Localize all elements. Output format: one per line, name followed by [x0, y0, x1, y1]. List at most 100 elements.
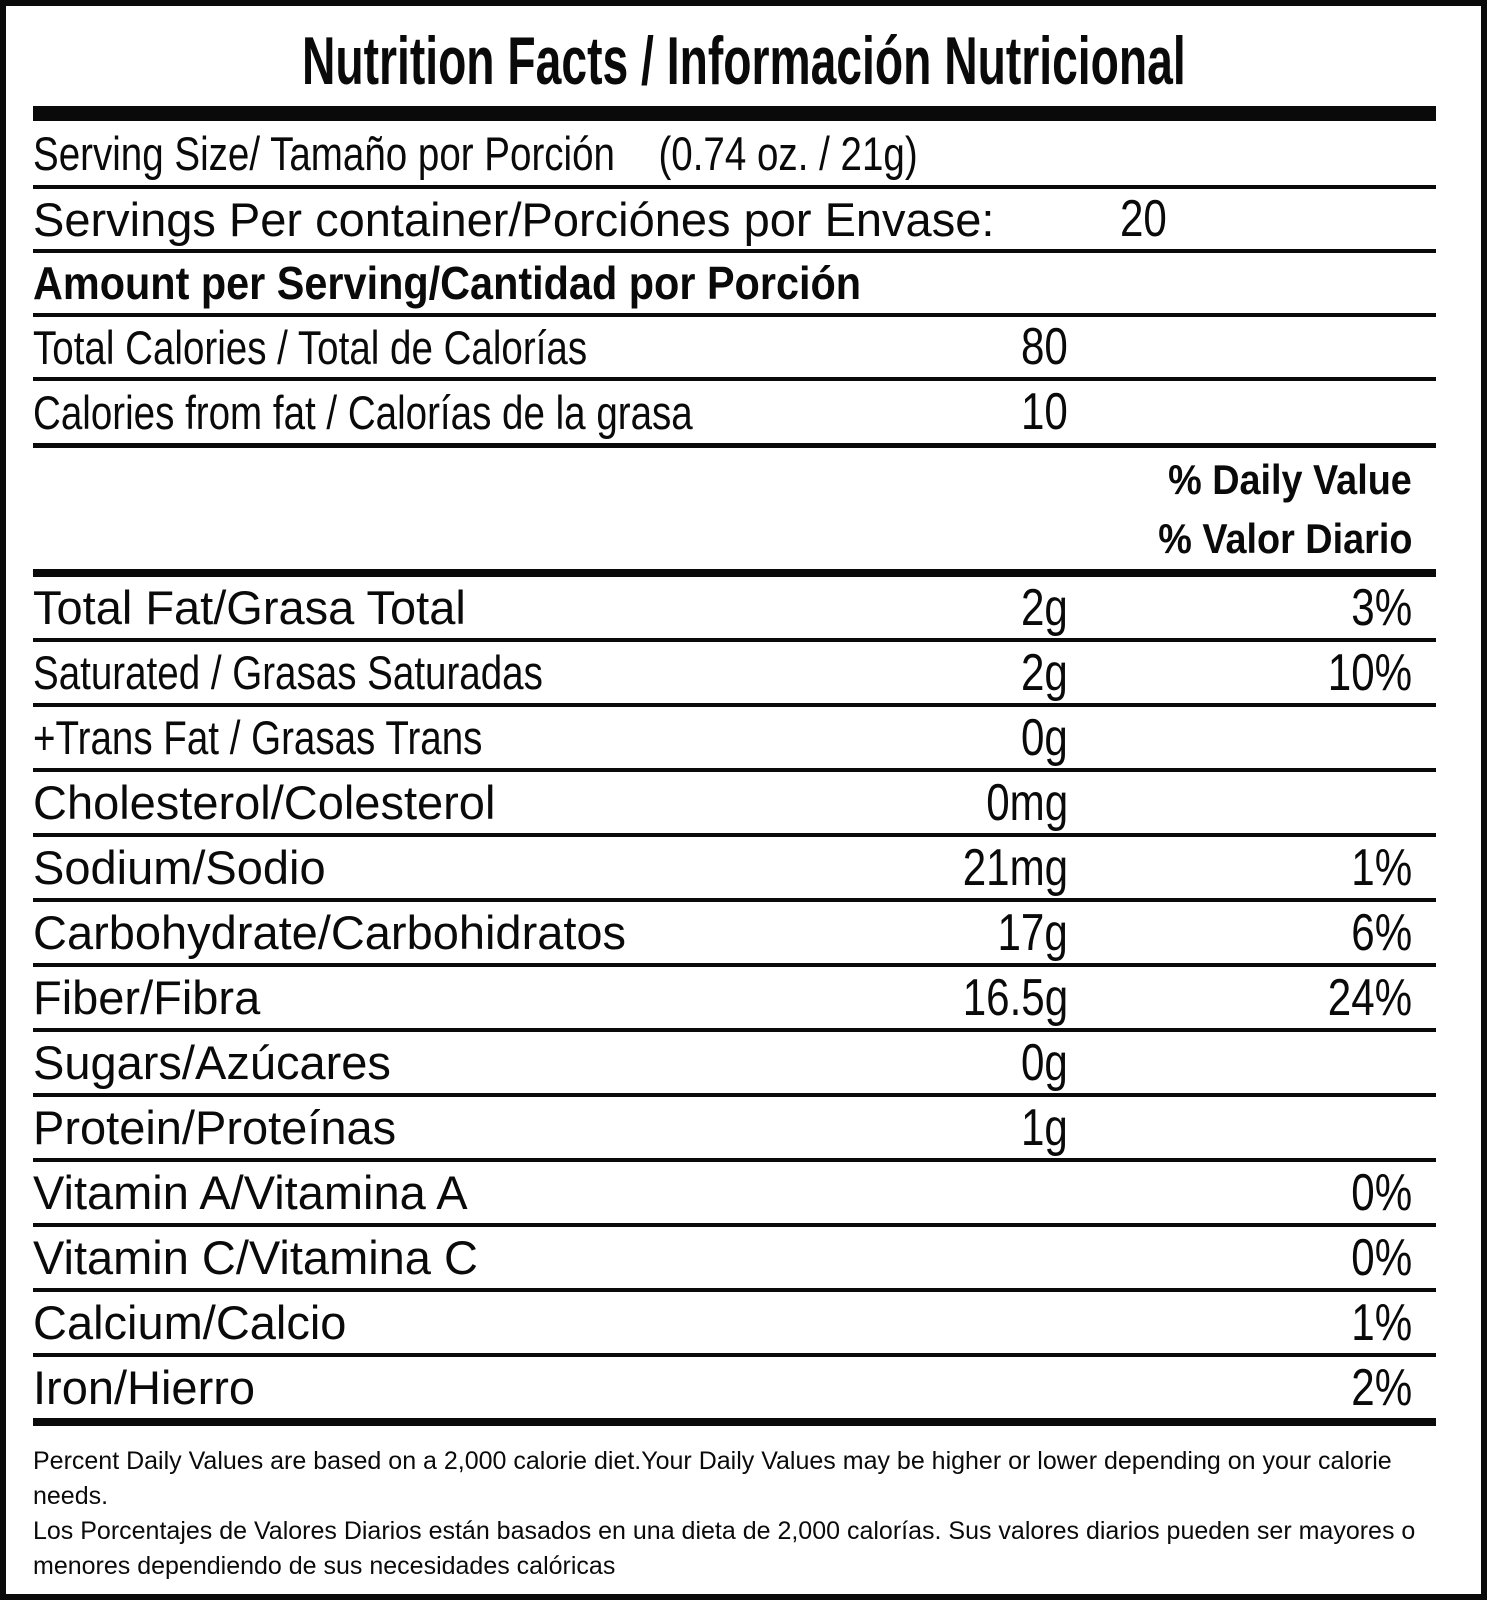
nutrient-label: Saturated / Grasas Saturadas	[33, 646, 543, 699]
divider	[33, 1158, 1436, 1162]
divider	[33, 1353, 1436, 1357]
nutrient-label: Fiber/Fibra	[33, 971, 261, 1024]
calories-row: Calories from fat / Calorías de la grasa…	[33, 381, 1436, 443]
divider-heavy	[33, 569, 1436, 577]
calories-row: Total Calories / Total de Calorías 80	[33, 317, 1436, 377]
nutrient-row: Total Fat/Grasa Total 2g 3%	[33, 577, 1436, 638]
nutrient-label: Sodium/Sodio	[33, 841, 326, 894]
servings-per-container-row: Servings Per container/Porciónes por Env…	[33, 189, 1436, 249]
nutrient-row: Fiber/Fibra 16.5g 24%	[33, 967, 1436, 1028]
servings-per-container-label: Servings Per container/Porciónes por Env…	[33, 192, 995, 246]
nutrient-daily-value: 0%	[1351, 1163, 1412, 1222]
daily-value-header: % Daily Value % Valor Diario	[33, 448, 1436, 569]
nutrient-daily-value	[1186, 317, 1436, 377]
divider	[33, 377, 1436, 381]
divider	[33, 638, 1436, 642]
divider-heavy	[33, 443, 1436, 448]
nutrient-label: Vitamin C/Vitamina C	[33, 1231, 478, 1284]
nutrient-amount: 0mg	[986, 773, 1068, 832]
amount-per-serving-header: Amount per Serving/Cantidad por Porción	[33, 257, 862, 309]
nutrient-daily-value: 10%	[1327, 643, 1412, 702]
nutrient-amount: 21mg	[962, 838, 1068, 897]
divider	[33, 768, 1436, 772]
nutrient-daily-value	[1186, 1033, 1436, 1093]
divider	[33, 313, 1436, 317]
title-divider-bar	[33, 106, 1436, 121]
serving-size-value: (0.74 oz. / 21g)	[658, 126, 918, 180]
nutrient-row: Vitamin A/Vitamina A 0%	[33, 1162, 1436, 1223]
divider	[33, 898, 1436, 902]
divider	[33, 185, 1436, 189]
nutrient-amount: 10	[1021, 383, 1068, 441]
nutrient-daily-value: 1%	[1351, 1293, 1412, 1352]
nutrient-amount: 0g	[1021, 708, 1068, 767]
nutrient-label: Calories from fat / Calorías de la grasa	[33, 385, 693, 439]
nutrient-daily-value	[1186, 1098, 1436, 1158]
nutrient-amount	[896, 1293, 1186, 1353]
nutrient-label: Vitamin A/Vitamina A	[33, 1166, 468, 1219]
nutrient-daily-value: 2%	[1351, 1358, 1412, 1417]
nutrient-row: +Trans Fat / Grasas Trans 0g	[33, 707, 1436, 768]
divider	[33, 963, 1436, 967]
nutrient-amount: 16.5g	[962, 968, 1068, 1027]
divider	[33, 1093, 1436, 1097]
serving-size-label: Serving Size/ Tamaño por Porción (0.74 oz…	[33, 126, 918, 180]
divider	[33, 249, 1436, 253]
nutrient-label: Sugars/Azúcares	[33, 1036, 391, 1089]
nutrient-label: Carbohydrate/Carbohidratos	[33, 906, 627, 959]
nutrient-amount: 17g	[997, 903, 1068, 962]
divider	[33, 1288, 1436, 1292]
daily-value-header-es: % Valor Diario	[1157, 515, 1412, 562]
nutrient-amount	[896, 1228, 1186, 1288]
footnote-english: Percent Daily Values are based on a 2,00…	[33, 1447, 1392, 1510]
divider	[33, 1223, 1436, 1227]
nutrients-section: Total Fat/Grasa Total 2g 3% Saturated / …	[6, 577, 1481, 1426]
nutrient-row: Saturated / Grasas Saturadas 2g 10%	[33, 642, 1436, 703]
nutrient-amount: 1g	[1021, 1098, 1068, 1157]
nutrient-amount: 80	[1021, 318, 1068, 376]
nutrient-label: Calcium/Calcio	[33, 1296, 347, 1349]
label-title-text: Nutrition Facts / Información Nutriciona…	[301, 23, 1186, 99]
nutrient-daily-value: 24%	[1327, 968, 1412, 1027]
footnote-spanish: Los Porcentajes de Valores Diarios están…	[33, 1517, 1416, 1580]
nutrient-label: Protein/Proteínas	[33, 1101, 397, 1154]
nutrient-row: Carbohydrate/Carbohidratos 17g 6%	[33, 902, 1436, 963]
nutrient-label: Iron/Hierro	[33, 1361, 256, 1414]
daily-value-header-en: % Daily Value	[1168, 456, 1412, 503]
serving-size-row: Serving Size/ Tamaño por Porción (0.74 oz…	[33, 121, 1436, 185]
nutrient-label: Total Calories / Total de Calorías	[33, 320, 588, 374]
servings-per-container-value: 20	[1119, 190, 1167, 248]
nutrient-label: +Trans Fat / Grasas Trans	[33, 711, 483, 764]
nutrient-row: Cholesterol/Colesterol 0mg	[33, 772, 1436, 833]
nutrient-amount	[896, 1358, 1186, 1418]
nutrient-row: Calcium/Calcio 1%	[33, 1292, 1436, 1353]
nutrient-amount	[896, 1163, 1186, 1223]
nutrient-amount: 2g	[1021, 578, 1068, 637]
nutrient-daily-value: 1%	[1351, 838, 1412, 897]
label-title: Nutrition Facts / Información Nutriciona…	[6, 18, 1481, 104]
nutrient-row: Sugars/Azúcares 0g	[33, 1032, 1436, 1093]
divider	[33, 1028, 1436, 1032]
amount-per-serving-row: Amount per Serving/Cantidad por Porción	[33, 253, 1436, 313]
divider-heavy	[33, 1418, 1436, 1426]
nutrient-daily-value	[1186, 382, 1436, 442]
nutrient-row: Iron/Hierro 2%	[33, 1357, 1436, 1418]
divider	[33, 833, 1436, 837]
nutrient-label: Total Fat/Grasa Total	[33, 581, 466, 634]
nutrient-row: Vitamin C/Vitamina C 0%	[33, 1227, 1436, 1288]
calories-section: Total Calories / Total de Calorías 80 Ca…	[6, 317, 1481, 448]
nutrient-daily-value: 6%	[1351, 903, 1412, 962]
nutrient-daily-value: 0%	[1351, 1228, 1412, 1287]
nutrient-row: Sodium/Sodio 21mg 1%	[33, 837, 1436, 898]
nutrient-amount: 0g	[1021, 1033, 1068, 1092]
serving-size-label-wrap: Serving Size/ Tamaño por Porción (0.74 oz…	[33, 126, 1436, 181]
nutrient-amount: 2g	[1021, 643, 1068, 702]
nutrient-daily-value: 3%	[1351, 578, 1412, 637]
nutrient-row: Protein/Proteínas 1g	[33, 1097, 1436, 1158]
divider	[33, 703, 1436, 707]
nutrient-label: Cholesterol/Colesterol	[33, 776, 496, 829]
footnote: Percent Daily Values are based on a 2,00…	[33, 1444, 1436, 1584]
nutrient-daily-value	[1186, 773, 1436, 833]
nutrient-daily-value	[1186, 708, 1436, 768]
